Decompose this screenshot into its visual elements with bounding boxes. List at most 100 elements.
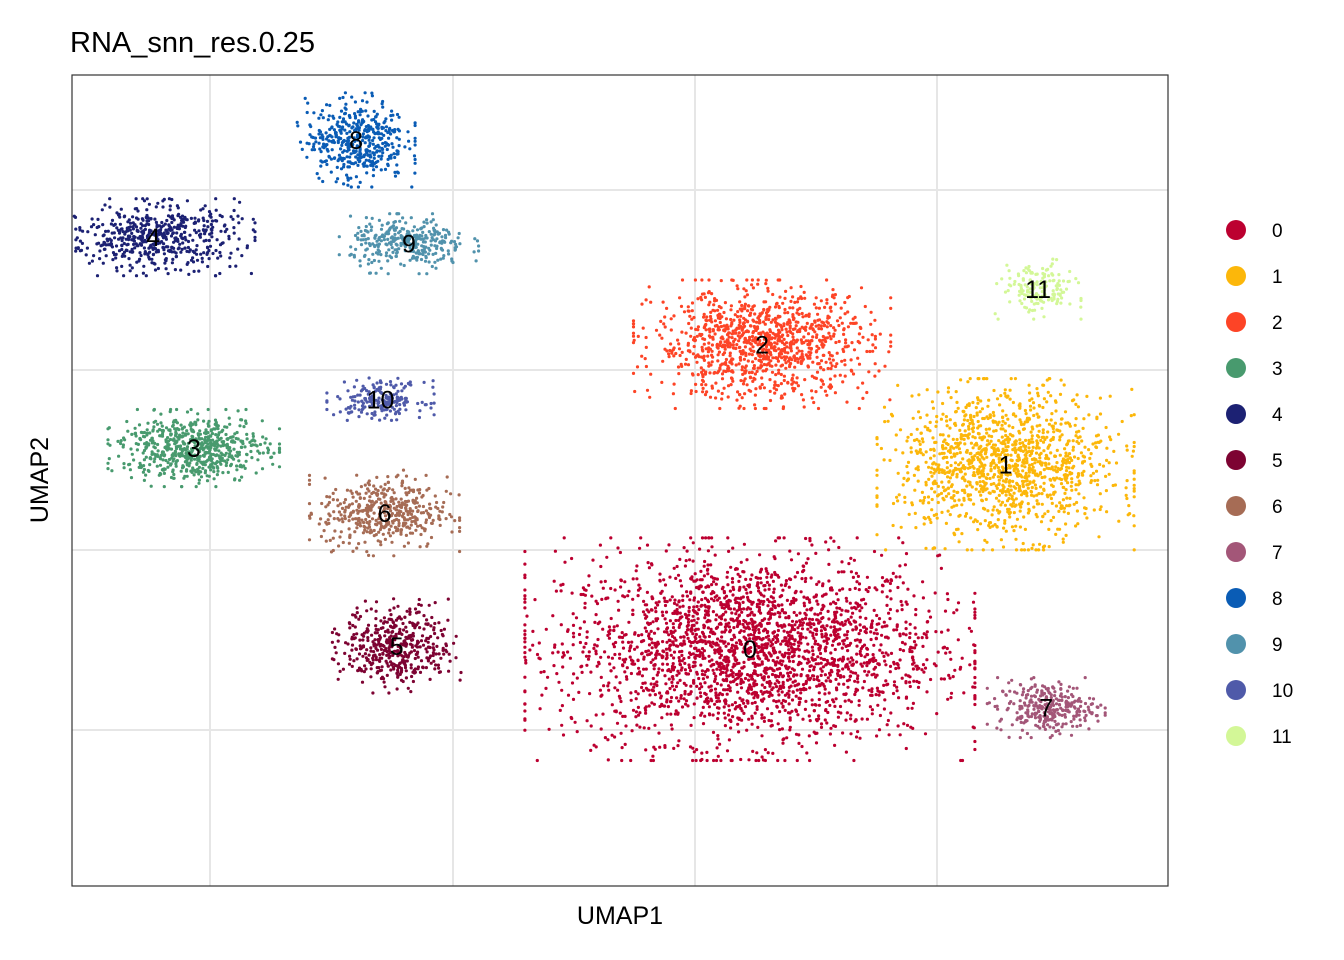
cell-point: [911, 416, 915, 420]
cell-point: [886, 419, 890, 423]
cell-point: [734, 363, 738, 367]
cell-point: [927, 465, 931, 469]
cell-point: [838, 316, 842, 320]
cell-point: [1066, 439, 1070, 443]
cell-point: [656, 670, 660, 675]
cell-point: [915, 427, 919, 431]
cell-point: [651, 754, 655, 758]
cell-point: [1075, 430, 1079, 434]
cell-point: [800, 352, 804, 356]
cell-point: [610, 733, 614, 737]
cell-point: [571, 631, 576, 635]
cell-point: [709, 592, 713, 596]
cell-point: [670, 680, 674, 685]
cell-point: [692, 618, 696, 622]
cell-point: [1012, 510, 1016, 515]
cell-point: [531, 629, 535, 634]
cell-point: [796, 297, 801, 301]
cell-point: [658, 572, 662, 576]
cell-point: [722, 678, 726, 683]
cell-point: [631, 331, 636, 335]
cell-point: [1045, 400, 1049, 404]
cell-point: [1084, 506, 1088, 511]
cell-point: [708, 619, 712, 623]
cell-point: [649, 660, 653, 665]
cell-point: [699, 569, 703, 574]
cell-point: [746, 625, 750, 629]
cell-point: [906, 477, 911, 481]
cell-point: [698, 547, 702, 551]
cell-point: [863, 669, 867, 673]
cell-point: [962, 418, 967, 422]
cell-point: [741, 666, 745, 670]
cell-point: [802, 604, 807, 608]
cell-point: [780, 663, 784, 667]
cell-point: [912, 594, 916, 598]
cell-point: [808, 353, 812, 357]
cell-point: [1072, 398, 1076, 402]
cell-point: [778, 667, 782, 671]
cell-point: [800, 617, 805, 622]
cell-point: [1095, 483, 1100, 487]
cell-point: [1042, 449, 1046, 453]
cell-point: [1095, 415, 1099, 419]
cell-point: [797, 329, 802, 333]
cell-point: [846, 344, 850, 348]
cell-point: [869, 623, 874, 627]
cell-point: [1049, 519, 1053, 523]
cell-point: [928, 518, 932, 522]
cell-point: [823, 305, 827, 309]
cell-point: [1038, 542, 1042, 546]
cell-point: [678, 557, 682, 562]
cell-point: [839, 613, 843, 617]
cell-point: [1000, 435, 1004, 439]
cell-point: [721, 603, 725, 607]
cell-point: [1014, 537, 1018, 541]
cell-point: [1076, 456, 1080, 461]
cell-point: [967, 462, 971, 466]
cell-point: [655, 680, 659, 684]
cell-point: [787, 702, 791, 706]
cell-point: [849, 713, 853, 717]
cell-point: [1006, 453, 1010, 457]
cell-point: [739, 686, 744, 690]
cell-point: [1065, 496, 1069, 500]
cell-point: [954, 410, 958, 414]
cell-point: [720, 362, 724, 366]
cell-point: [753, 711, 757, 715]
cell-point: [1033, 472, 1037, 476]
cell-point: [728, 686, 732, 690]
cell-point: [782, 536, 786, 540]
cell-point: [1001, 415, 1005, 419]
cell-point: [912, 661, 916, 665]
cell-point: [749, 646, 753, 650]
cell-point: [810, 322, 814, 327]
cell-point: [783, 358, 787, 362]
cell-point: [926, 495, 931, 499]
cell-point: [741, 622, 745, 627]
cell-point: [819, 673, 823, 678]
cell-point: [986, 404, 990, 408]
cell-point: [1054, 532, 1058, 537]
cell-point: [731, 680, 735, 684]
cell-point: [745, 591, 749, 595]
cell-point: [952, 489, 956, 493]
cell-point: [973, 659, 977, 663]
cell-point: [703, 609, 708, 613]
cell-point: [552, 664, 556, 668]
cell-point: [774, 636, 779, 640]
cell-point: [784, 636, 788, 640]
cell-point: [677, 342, 681, 346]
cell-point: [1032, 413, 1036, 418]
cell-point: [1001, 487, 1005, 491]
cell-point: [803, 296, 807, 300]
cell-point: [802, 568, 806, 573]
cell-point: [788, 716, 792, 720]
cell-point: [631, 708, 636, 712]
cell-point: [804, 339, 808, 343]
cell-point: [589, 724, 593, 728]
cell-point: [1005, 466, 1009, 471]
cell-point: [1061, 498, 1065, 502]
cell-point: [700, 669, 705, 673]
cell-point: [1061, 485, 1065, 489]
